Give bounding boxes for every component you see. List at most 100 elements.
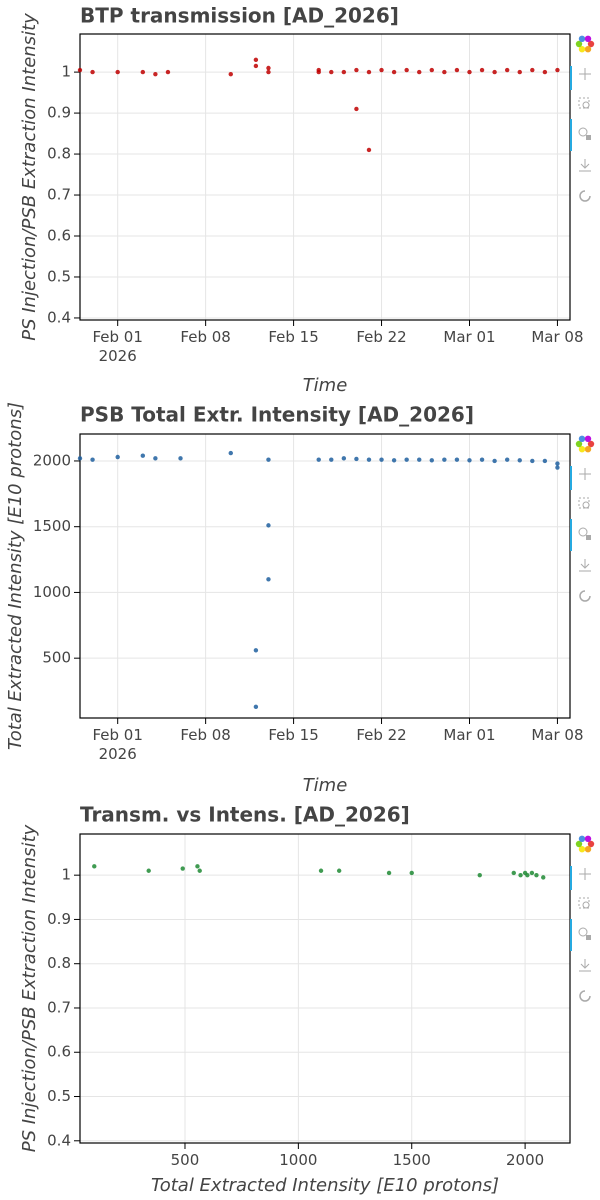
data-point xyxy=(341,456,347,461)
data-point xyxy=(511,870,516,876)
x-tick-label: Mar 08 xyxy=(531,726,584,744)
data-point xyxy=(542,458,548,464)
y-tick-label: 0.4 xyxy=(47,1131,71,1149)
data-point xyxy=(467,458,472,463)
logo-dot xyxy=(578,435,586,443)
data-point xyxy=(228,71,233,77)
logo-dot xyxy=(575,440,583,448)
data-point xyxy=(329,457,334,462)
y-tick-label: 0.7 xyxy=(47,998,71,1016)
tool-icon xyxy=(578,927,588,937)
logo-dot xyxy=(575,40,583,48)
data-point xyxy=(266,65,271,71)
data-point xyxy=(366,69,372,75)
plot-frame xyxy=(79,33,571,321)
data-point xyxy=(197,868,202,873)
chart-title: BTP transmission [AD_2026] xyxy=(80,4,399,28)
data-point xyxy=(404,67,409,73)
plot-frame xyxy=(79,433,571,719)
data-point xyxy=(530,458,535,464)
data-point xyxy=(492,69,497,75)
data-point xyxy=(429,458,434,463)
logo-dot xyxy=(575,840,583,848)
data-point xyxy=(329,69,334,75)
logo-dot xyxy=(587,40,595,48)
data-point xyxy=(316,67,321,73)
data-point xyxy=(266,577,271,582)
x-tick-label: Feb 08 xyxy=(180,726,231,744)
x-tick-label: Feb 15 xyxy=(268,328,319,346)
data-point xyxy=(140,69,146,75)
data-point xyxy=(386,870,392,876)
data-point xyxy=(253,63,259,69)
tool-icon xyxy=(578,97,590,109)
logo-dot xyxy=(587,440,595,448)
chart-title: Transm. vs Intens. [AD_2026] xyxy=(80,803,410,827)
data-point xyxy=(366,457,372,462)
x-tick-label: 500 xyxy=(170,1151,200,1169)
data-point xyxy=(77,456,83,461)
x-tick-label: Feb 15 xyxy=(268,726,319,744)
data-point xyxy=(477,872,482,878)
data-point xyxy=(341,69,347,75)
data-point xyxy=(115,454,120,460)
data-point xyxy=(555,461,560,466)
logo-dot xyxy=(584,445,592,453)
chart-title: PSB Total Extr. Intensity [AD_2026] xyxy=(80,403,474,427)
data-point xyxy=(354,67,359,73)
data-point xyxy=(195,864,200,869)
logo-dot xyxy=(587,840,595,848)
x-tick-label: Feb 22 xyxy=(356,328,407,346)
data-point xyxy=(180,866,185,871)
data-point xyxy=(504,457,510,462)
y-tick-label: 1500 xyxy=(33,517,71,535)
data-point xyxy=(90,457,95,462)
x-tick-label: 1500 xyxy=(392,1151,431,1169)
data-point xyxy=(146,868,151,873)
y-tick-label: 0.8 xyxy=(47,145,71,163)
x-axis-label: Total Extracted Intensity [E10 protons] xyxy=(151,1175,499,1196)
y-axis-label: PS Injection/PSB Extraction Intensity xyxy=(19,13,40,341)
data-point xyxy=(366,147,372,153)
y-tick-label: 0.8 xyxy=(47,954,71,972)
y-tick-label: 500 xyxy=(42,649,71,667)
tool-icon xyxy=(582,501,590,509)
data-point xyxy=(336,868,342,873)
x-tick-label: Mar 08 xyxy=(531,328,584,346)
logo-dot xyxy=(578,845,586,853)
x-tick-label: Mar 01 xyxy=(443,726,496,744)
y-tick-label: 0.7 xyxy=(47,186,71,204)
data-point xyxy=(178,456,183,461)
data-point xyxy=(316,457,321,462)
data-point xyxy=(442,69,447,75)
y-tick-label: 0.9 xyxy=(47,104,71,122)
y-tick-label: 1 xyxy=(61,866,71,884)
data-point xyxy=(504,67,510,73)
data-point xyxy=(391,458,397,463)
tool-icon xyxy=(579,990,591,1002)
data-point xyxy=(518,872,523,878)
data-point xyxy=(266,457,271,462)
data-point xyxy=(379,67,384,73)
data-point xyxy=(492,458,497,464)
data-point xyxy=(140,453,146,458)
y-tick-label: 0.9 xyxy=(47,910,71,928)
data-point xyxy=(542,69,548,75)
data-point xyxy=(417,69,422,75)
logo-dot xyxy=(584,845,592,853)
tool-icon xyxy=(579,563,591,572)
y-tick-label: 0.6 xyxy=(47,227,71,245)
data-point xyxy=(442,457,447,462)
y-axis-label: Total Extracted Intensity [E10 protons] xyxy=(5,402,26,750)
data-point xyxy=(266,523,271,528)
data-point xyxy=(517,69,522,75)
data-point xyxy=(479,457,485,462)
data-point xyxy=(115,69,120,75)
data-point xyxy=(454,457,460,462)
data-point xyxy=(354,456,359,462)
tool-icon xyxy=(586,135,591,140)
logo-dot xyxy=(578,835,586,843)
data-point xyxy=(555,465,560,470)
